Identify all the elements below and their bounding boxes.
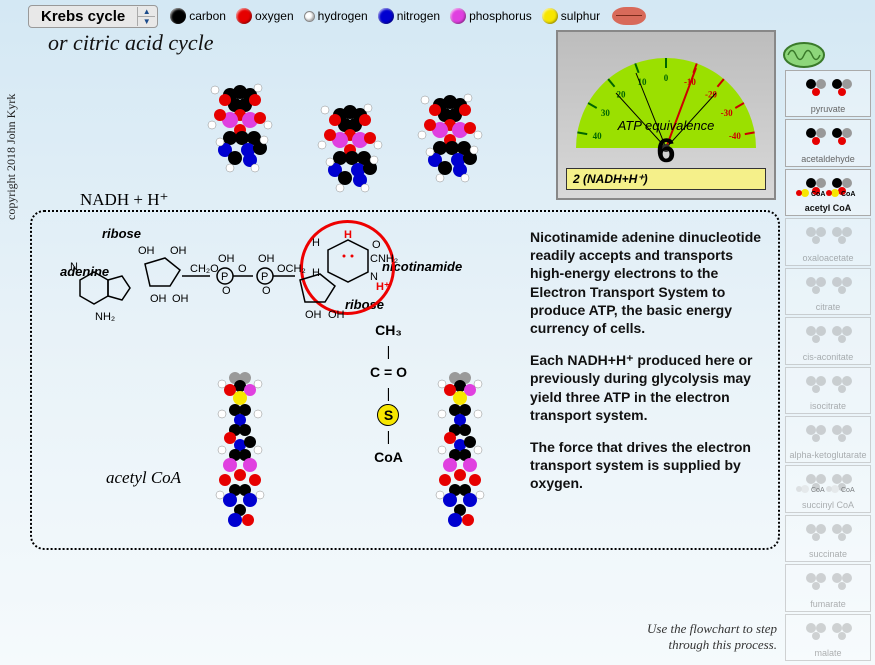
sidebar-item-fumarate[interactable]: fumarate [785, 564, 871, 611]
sidebar-label: citrate [816, 302, 841, 312]
svg-text:OH: OH [328, 309, 345, 321]
svg-text:OH: OH [258, 253, 275, 265]
sidebar-item-acetyl-CoA[interactable]: CoA CoA acetyl CoA [785, 169, 871, 216]
svg-text:N: N [70, 261, 78, 273]
lips-icon[interactable] [612, 7, 646, 25]
svg-text:-40: -40 [729, 131, 741, 141]
svg-text:OH: OH [150, 293, 167, 305]
sidebar-label: isocitrate [810, 401, 846, 411]
svg-text:O: O [372, 239, 381, 251]
acetyl-coa-structure: CH₃ | C = O | S | CoA [370, 320, 407, 468]
o-text: O [396, 364, 407, 380]
flowchart-sidebar: pyruvate acetaldehyde CoA CoA acetyl CoA oxal… [785, 70, 871, 661]
mitochondrion-icon [782, 40, 826, 70]
sidebar-label: cis-aconitate [803, 352, 854, 362]
subtitle: or citric acid cycle [48, 30, 214, 56]
svg-text:40: 40 [593, 131, 603, 141]
acetyl-coa-molecule-1 [200, 370, 280, 545]
explanation-text: Nicotinamide adenine dinucleotide readil… [530, 228, 762, 506]
sidebar-item-alpha-ketoglutarate[interactable]: alpha-ketoglutarate [785, 416, 871, 463]
svg-text:O: O [262, 285, 271, 297]
svg-text:CoA: CoA [811, 191, 825, 198]
para-2: Each NADH+H⁺ produced here or previously… [530, 351, 762, 424]
stepper-up-icon[interactable]: ▲ [138, 7, 155, 17]
hint-text: Use the flowchart to step through this p… [607, 621, 777, 653]
sidebar-label: pyruvate [811, 104, 846, 114]
svg-text:O: O [238, 263, 247, 275]
svg-text:OH: OH [305, 309, 322, 321]
sidebar-item-succinate[interactable]: succinate [785, 515, 871, 562]
atom-legend: carbon oxygen hydrogen nitrogen phosphorus su… [170, 8, 600, 24]
coa-text: CoA [370, 447, 407, 468]
sidebar-label: malate [814, 648, 841, 658]
svg-text:CoA: CoA [841, 487, 855, 494]
svg-text:0: 0 [664, 73, 669, 83]
sidebar-label: fumarate [810, 599, 846, 609]
acetyl-coa-molecule-2 [420, 370, 500, 545]
svg-text:OH: OH [172, 293, 189, 305]
nadh-molecule-2 [310, 100, 400, 205]
svg-text:H: H [312, 237, 320, 249]
sidebar-label: oxaloacetate [802, 253, 853, 263]
acetyl-coa-label: acetyl CoA [106, 468, 181, 488]
svg-text:O: O [222, 285, 231, 297]
sidebar-label: acetyl CoA [805, 203, 852, 213]
legend-carbon: carbon [170, 8, 226, 24]
sidebar-item-oxaloacetate[interactable]: oxaloacetate [785, 218, 871, 265]
svg-text:CH₂O: CH₂O [190, 263, 219, 275]
para-3: The force that drives the electron trans… [530, 438, 762, 493]
legend-oxygen: oxygen [236, 8, 294, 24]
nad-skeletal: N NH₂ OH OH OH OH CH₂O P OH O O P OH O O… [50, 230, 450, 340]
svg-text:20: 20 [617, 89, 627, 99]
sidebar-item-pyruvate[interactable]: pyruvate [785, 70, 871, 117]
copyright-text: copyright 2018 John Kyrk [4, 20, 22, 220]
nadh-molecule-1 [200, 80, 290, 185]
legend-phosphorus: phosphorus [450, 8, 532, 24]
svg-text:H: H [312, 267, 320, 279]
nadh-label: NADH + H⁺ [80, 190, 168, 210]
svg-text:P: P [261, 271, 268, 283]
svg-text:OH: OH [138, 245, 155, 257]
sidebar-item-succinyl-CoA[interactable]: CoA CoA succinyl CoA [785, 465, 871, 512]
svg-text:10: 10 [638, 77, 648, 87]
para-1: Nicotinamide adenine dinucleotide readil… [530, 228, 762, 337]
atp-gauge: -40-30-20-10010203040 ATP equivalence 6 … [556, 30, 776, 200]
sidebar-label: succinate [809, 549, 847, 559]
svg-text:H⁺: H⁺ [376, 281, 390, 293]
svg-text:30: 30 [601, 108, 611, 118]
sidebar-item-isocitrate[interactable]: isocitrate [785, 367, 871, 414]
svg-text:CoA: CoA [841, 191, 855, 198]
s-atom: S [377, 404, 399, 426]
svg-text:H: H [344, 230, 352, 241]
legend-hydrogen: hydrogen [304, 9, 368, 23]
svg-text:NH₂: NH₂ [95, 311, 115, 323]
svg-text:-30: -30 [721, 108, 733, 118]
nadh-molecule-3 [410, 90, 500, 195]
sidebar-item-citrate[interactable]: citrate [785, 268, 871, 315]
gauge-value: 6 [657, 132, 676, 171]
sidebar-item-malate[interactable]: malate [785, 614, 871, 661]
title-text: Krebs cycle [41, 8, 125, 25]
stepper-down-icon[interactable]: ▼ [138, 17, 155, 26]
svg-text:P: P [221, 271, 228, 283]
gauge-strip: 2 (NADH+H⁺) [566, 168, 766, 190]
legend-sulphur: sulphur [542, 8, 600, 24]
sidebar-item-cis-aconitate[interactable]: cis-aconitate [785, 317, 871, 364]
sidebar-label: succinyl CoA [802, 500, 854, 510]
svg-text:OCH₂: OCH₂ [277, 263, 306, 275]
svg-text:CNH₂: CNH₂ [370, 253, 398, 265]
svg-text:OH: OH [218, 253, 235, 265]
c-text: C [370, 364, 380, 380]
svg-text:OH: OH [170, 245, 187, 257]
gauge-label: ATP equivalence [618, 118, 715, 133]
sidebar-label: alpha-ketoglutarate [789, 450, 866, 460]
legend-nitrogen: nitrogen [378, 8, 440, 24]
sidebar-label: acetaldehyde [801, 154, 855, 164]
sidebar-item-acetaldehyde[interactable]: acetaldehyde [785, 119, 871, 166]
title-stepper[interactable]: ▲ ▼ [137, 7, 155, 26]
title-selector[interactable]: Krebs cycle ▲ ▼ [28, 5, 158, 28]
top-bar: Krebs cycle ▲ ▼ carbon oxygen hydrogen nitr… [28, 4, 871, 28]
svg-text:CoA: CoA [811, 487, 825, 494]
